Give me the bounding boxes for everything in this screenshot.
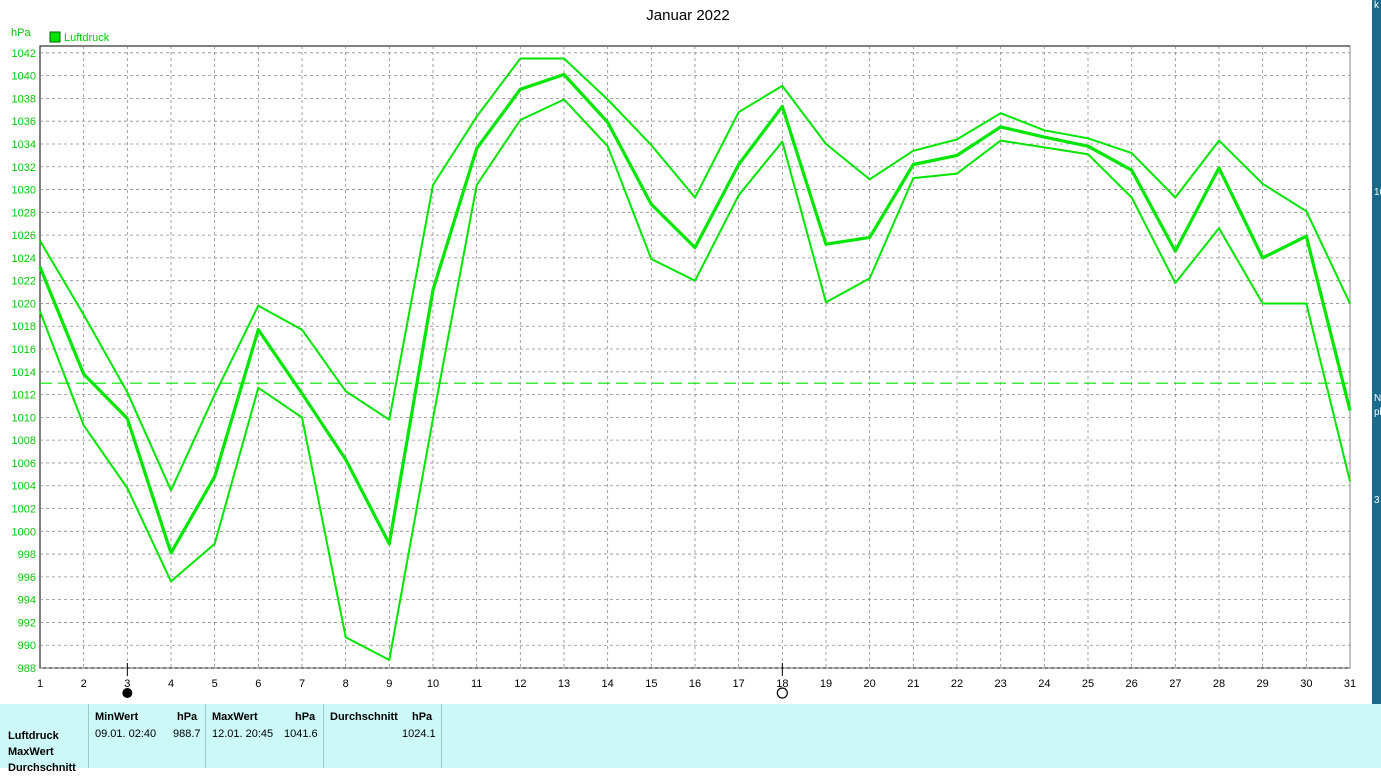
x-tick-label: 4 bbox=[168, 678, 174, 690]
x-tick-label: 24 bbox=[1038, 678, 1050, 690]
y-axis-unit: hPa bbox=[11, 27, 31, 39]
average-value: 1024.1 bbox=[402, 728, 436, 740]
side-fragment: k bbox=[1374, 0, 1379, 11]
y-tick-label: 1034 bbox=[12, 139, 36, 151]
side-fragment: N bbox=[1374, 393, 1381, 404]
y-tick-label: 1036 bbox=[12, 116, 36, 128]
side-window-strip: k 10 N pl 3 bbox=[1372, 0, 1381, 768]
x-tick-label: 18 bbox=[776, 678, 788, 690]
average-column: Durchschnitt hPa 1024.1 bbox=[323, 704, 442, 768]
y-tick-label: 1012 bbox=[12, 390, 36, 402]
x-tick-label: 3 bbox=[124, 678, 130, 690]
y-tick-label: 1024 bbox=[12, 253, 36, 265]
y-tick-label: 1000 bbox=[12, 526, 36, 538]
max-header: MaxWert bbox=[212, 711, 258, 723]
statistics-panel: Luftdruck MaxWert Durchschnitt MinWert h… bbox=[0, 704, 1381, 774]
y-tick-label: 1026 bbox=[12, 230, 36, 242]
y-tick-label: 1008 bbox=[12, 435, 36, 447]
side-fragment: 3 bbox=[1374, 495, 1380, 506]
x-tick-label: 29 bbox=[1257, 678, 1269, 690]
x-tick-label: 25 bbox=[1082, 678, 1094, 690]
y-tick-label: 1020 bbox=[12, 298, 36, 310]
legend-swatch bbox=[49, 31, 61, 43]
x-tick-label: 20 bbox=[864, 678, 876, 690]
chart-title: Januar 2022 bbox=[646, 7, 729, 24]
y-tick-label: 996 bbox=[18, 572, 36, 584]
average-unit: hPa bbox=[412, 711, 433, 723]
x-tick-label: 9 bbox=[386, 678, 392, 690]
x-tick-label: 27 bbox=[1169, 678, 1181, 690]
y-tick-label: 988 bbox=[18, 663, 36, 675]
average-header: Durchschnitt bbox=[330, 711, 398, 723]
y-tick-label: 1002 bbox=[12, 504, 36, 516]
x-tick-label: 2 bbox=[81, 678, 87, 690]
full-moon-icon bbox=[776, 687, 788, 699]
y-tick-label: 1018 bbox=[12, 321, 36, 333]
row-label-maxwert: MaxWert bbox=[8, 746, 54, 758]
y-tick-label: 1032 bbox=[12, 162, 36, 174]
max-unit: hPa bbox=[295, 711, 316, 723]
y-tick-label: 1016 bbox=[12, 344, 36, 356]
y-tick-label: 1040 bbox=[12, 71, 36, 83]
x-tick-label: 19 bbox=[820, 678, 832, 690]
x-tick-label: 6 bbox=[255, 678, 261, 690]
min-column: MinWert hPa 09.01. 02:40 988.7 bbox=[88, 704, 205, 768]
statistics-row-labels: Luftdruck MaxWert Durchschnitt bbox=[8, 728, 76, 776]
moon-markers bbox=[122, 663, 788, 699]
x-tick-label: 13 bbox=[558, 678, 570, 690]
y-tick-label: 994 bbox=[18, 595, 36, 607]
x-tick-label: 1 bbox=[37, 678, 43, 690]
row-label-luftdruck: Luftdruck bbox=[8, 730, 59, 742]
min-time: 09.01. 02:40 bbox=[95, 728, 157, 740]
side-fragment: pl bbox=[1374, 407, 1381, 418]
x-tick-label: 7 bbox=[299, 678, 305, 690]
x-tick-label: 14 bbox=[602, 678, 614, 690]
min-header: MinWert bbox=[95, 711, 139, 723]
y-tick-label: 1006 bbox=[12, 458, 36, 470]
min-unit: hPa bbox=[177, 711, 198, 723]
y-tick-label: 990 bbox=[18, 640, 36, 652]
min-value: 988.7 bbox=[173, 728, 201, 740]
y-axis-ticks: 988 990 992 994 996 998 1000 1002 1004 1006 1008 10… bbox=[12, 48, 36, 675]
x-tick-label: 8 bbox=[343, 678, 349, 690]
chart: Januar 2022 hPa Luftdruck 98899099299499… bbox=[11, 7, 1356, 699]
x-tick-label: 15 bbox=[645, 678, 657, 690]
y-tick-label: 1028 bbox=[12, 207, 36, 219]
x-tick-label: 16 bbox=[689, 678, 701, 690]
max-value: 1041.6 bbox=[284, 728, 318, 740]
x-tick-label: 26 bbox=[1126, 678, 1138, 690]
x-tick-label: 28 bbox=[1213, 678, 1225, 690]
x-tick-label: 17 bbox=[733, 678, 745, 690]
y-tick-label: 1022 bbox=[12, 276, 36, 288]
y-tick-label: 1042 bbox=[12, 48, 36, 60]
y-tick-label: 1030 bbox=[12, 185, 36, 197]
row-label-durchschnitt: Durchschnitt bbox=[8, 762, 76, 774]
y-tick-label: 1038 bbox=[12, 93, 36, 105]
legend-label: Luftdruck bbox=[64, 32, 110, 44]
y-tick-label: 1004 bbox=[12, 481, 36, 493]
x-tick-label: 23 bbox=[995, 678, 1007, 690]
x-tick-label: 30 bbox=[1300, 678, 1312, 690]
y-tick-label: 1010 bbox=[12, 412, 36, 424]
x-tick-label: 11 bbox=[471, 678, 482, 690]
x-tick-label: 5 bbox=[212, 678, 218, 690]
grid bbox=[40, 46, 1350, 669]
x-tick-label: 12 bbox=[514, 678, 526, 690]
series-lines bbox=[38, 57, 1352, 661]
series-line-min bbox=[39, 98, 1351, 661]
side-fragment: 10 bbox=[1374, 187, 1381, 198]
max-time: 12.01. 20:45 bbox=[212, 728, 274, 740]
y-tick-label: 992 bbox=[18, 617, 36, 629]
series-line-max bbox=[39, 57, 1351, 492]
x-axis-ticks: 1 2 3 4 5 6 7 8 9 10 11 12 13 14 15 16 17 18 19 20 21 22 23 24 2… bbox=[37, 678, 1356, 690]
series-line-mean bbox=[38, 72, 1352, 555]
y-tick-label: 1014 bbox=[12, 367, 36, 379]
max-column: MaxWert hPa 12.01. 20:45 1041.6 bbox=[205, 704, 323, 768]
x-tick-label: 31 bbox=[1344, 678, 1356, 690]
x-tick-label: 21 bbox=[907, 678, 919, 690]
x-tick-label: 10 bbox=[427, 678, 439, 690]
new-moon-icon bbox=[122, 688, 133, 698]
x-tick-label: 22 bbox=[951, 678, 963, 690]
y-tick-label: 998 bbox=[18, 549, 36, 561]
